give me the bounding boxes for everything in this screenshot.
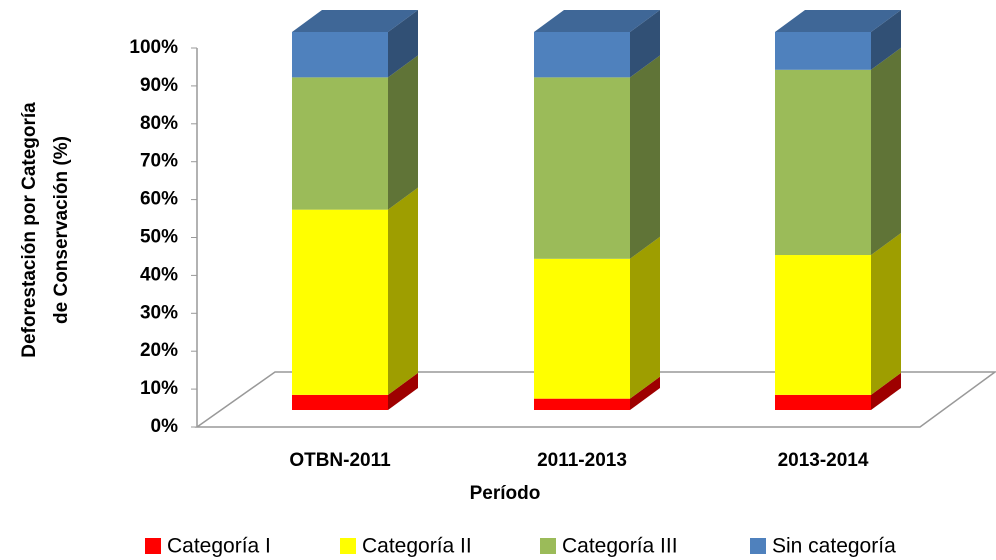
bar-side	[388, 10, 418, 78]
bar-top	[292, 10, 418, 32]
y-tick-label: 60%	[140, 189, 178, 210]
bar	[534, 258, 630, 399]
bar-side	[871, 372, 901, 410]
y-tick-label: 20%	[140, 340, 178, 361]
x-tick-label: 2011-2013	[537, 450, 627, 471]
floor	[194, 371, 996, 428]
bar	[534, 32, 630, 78]
y-tick-label: 30%	[140, 302, 178, 323]
bar-side	[388, 372, 418, 410]
y-tick-label: 40%	[140, 264, 178, 285]
bar-side	[388, 187, 418, 395]
x-tick-label: OTBN-2011	[289, 450, 391, 471]
y-axis-title: Deforestación por Categoría	[19, 102, 40, 358]
y-tick-label: 70%	[140, 151, 178, 172]
bar	[292, 209, 388, 395]
legend-label: Categoría I	[167, 535, 271, 558]
bar	[292, 394, 388, 410]
legend-swatch	[540, 538, 556, 554]
bar-side	[630, 55, 660, 259]
bar	[775, 69, 871, 256]
bar	[775, 394, 871, 410]
legend-swatch	[750, 538, 766, 554]
bar-side	[871, 47, 901, 256]
bar-side	[388, 55, 418, 210]
legend-swatch	[340, 538, 356, 554]
bar	[534, 77, 630, 259]
y-tick-label: 80%	[140, 113, 178, 134]
x-axis-title: Período	[470, 483, 541, 504]
bar	[292, 77, 388, 210]
y-tick-label: 90%	[140, 75, 178, 96]
bar-top	[534, 10, 660, 32]
legend-label: Sin categoría	[772, 535, 896, 558]
bar-side	[871, 233, 901, 395]
bar-side	[871, 10, 901, 70]
y-tick-label: 100%	[129, 37, 178, 58]
bar-side	[630, 376, 660, 410]
bar	[775, 32, 871, 70]
y-tick-label: 0%	[151, 416, 179, 437]
bar-side	[630, 10, 660, 78]
bar	[534, 398, 630, 410]
bar-top	[775, 10, 901, 32]
y-tick-label: 50%	[140, 227, 178, 248]
y-tick-label: 10%	[140, 378, 178, 399]
bar	[292, 32, 388, 78]
legend-label: Categoría III	[562, 535, 678, 558]
bar-side	[630, 236, 660, 399]
bar	[775, 255, 871, 395]
legend-swatch	[145, 538, 161, 554]
legend-label: Categoría II	[362, 535, 472, 558]
x-tick-label: 2013-2014	[778, 450, 869, 471]
y-axis-title: de Conservación (%)	[51, 136, 72, 324]
